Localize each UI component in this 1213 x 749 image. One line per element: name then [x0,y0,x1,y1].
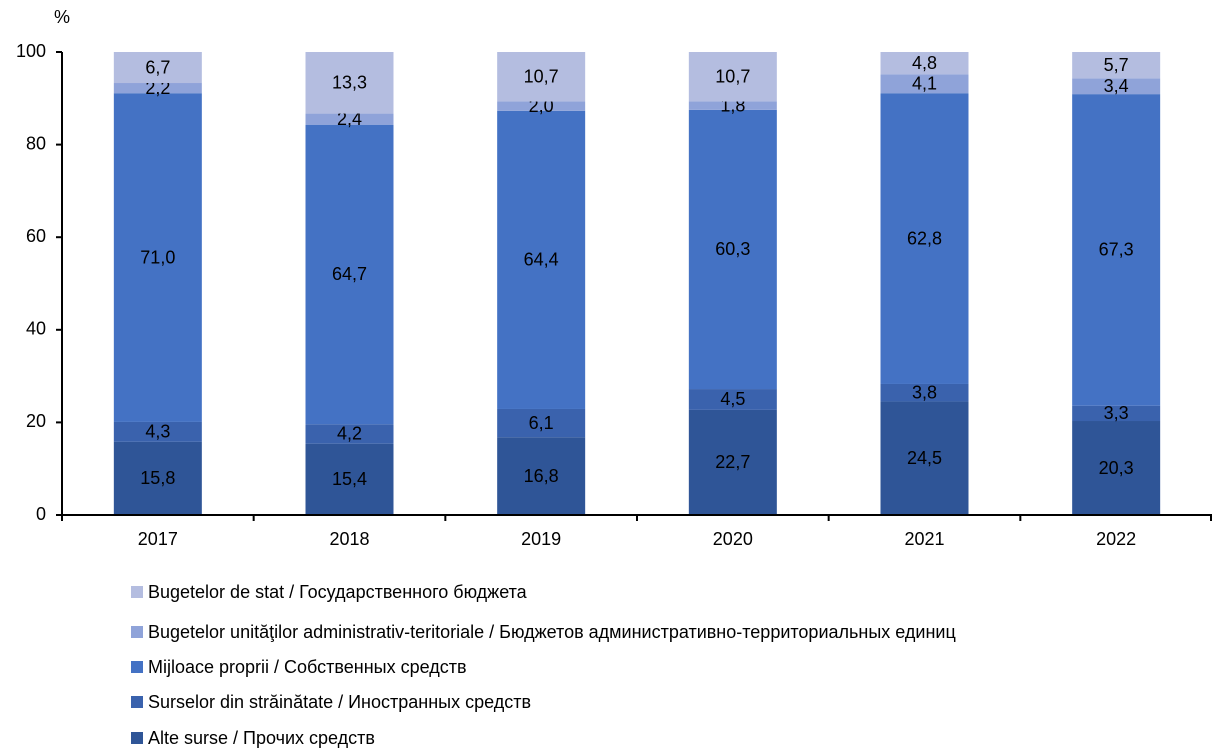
bar-segment [880,401,969,515]
data-label: 4,3 [145,422,170,442]
bar-segment [497,408,586,438]
data-label: 64,7 [332,264,367,284]
bar-segment [113,421,202,442]
legend-label: Surselor din străinătate / Иностранных с… [148,692,531,712]
bar-segment [113,52,202,84]
data-label: 62,8 [907,228,942,248]
bar-segment [880,74,969,94]
x-tick-label: 2017 [138,529,178,549]
x-tick-label: 2022 [1096,529,1136,549]
x-tick-label: 2019 [521,529,561,549]
bar-segment [688,52,777,102]
data-label: 3,8 [912,383,937,403]
y-tick-label: 100 [16,41,46,61]
bar-segment [497,52,586,102]
legend-label: Bugetelor unităţilor administrativ-terit… [148,622,956,642]
data-label: 71,0 [140,247,175,267]
bar-segment [688,109,777,390]
legend-label: Alte surse / Прочих средств [148,728,375,748]
y-tick-label: 60 [26,226,46,246]
bar-segment [1072,94,1161,406]
bar-segment [305,113,394,125]
legend-swatch [131,732,143,744]
x-tick-label: 2020 [713,529,753,549]
bar-segment [1072,421,1161,515]
data-label: 4,1 [912,73,937,93]
data-label: 3,4 [1104,76,1129,96]
bar-segment [880,52,969,75]
data-label: 10,7 [524,67,559,87]
bar-segment [305,52,394,114]
data-label: 24,5 [907,448,942,468]
data-label: 64,4 [524,250,559,270]
x-tick-label: 2018 [329,529,369,549]
bar-segment [880,383,969,402]
bar-segment [497,437,586,515]
bar-segment [113,83,202,94]
y-tick-label: 80 [26,133,46,153]
legend-swatch [131,586,143,598]
data-label: 67,3 [1099,240,1134,260]
y-tick-label: 0 [36,504,46,524]
data-label: 5,7 [1104,55,1129,75]
bar-segment [880,93,969,384]
legend-swatch [131,696,143,708]
data-label: 13,3 [332,73,367,93]
legend-swatch [131,661,143,673]
bar-segment [305,424,394,444]
bar-segment [1072,78,1161,95]
data-label: 6,7 [145,57,170,77]
bar-segment [113,441,202,515]
data-label: 6,1 [529,413,554,433]
legend-label: Mijloace proprii / Собственных средств [148,657,467,677]
data-label: 22,7 [715,452,750,472]
data-label: 3,3 [1104,403,1129,423]
legend-label: Bugetelor de stat / Государственного бюд… [148,582,528,602]
bar-segment [1072,405,1161,422]
bar-segment [688,101,777,110]
data-label: 15,4 [332,469,367,489]
data-label: 15,8 [140,468,175,488]
bar-segment [497,101,586,111]
data-label: 60,3 [715,239,750,259]
data-label: 10,7 [715,67,750,87]
x-tick-label: 2021 [904,529,944,549]
bar-segment [113,93,202,422]
bar-segment [497,110,586,409]
y-axis-label: % [54,7,70,27]
bar-segment [688,409,777,515]
bar-segment [1072,52,1161,79]
data-label: 16,8 [524,466,559,486]
data-label: 4,8 [912,53,937,73]
y-tick-label: 20 [26,411,46,431]
data-label: 2,4 [337,109,362,129]
y-tick-label: 40 [26,319,46,339]
legend-swatch [131,626,143,638]
data-label: 4,5 [720,389,745,409]
bar-segment [305,443,394,515]
data-label: 20,3 [1099,458,1134,478]
bar-segment [688,389,777,410]
data-label: 4,2 [337,424,362,444]
bar-segment [305,124,394,425]
